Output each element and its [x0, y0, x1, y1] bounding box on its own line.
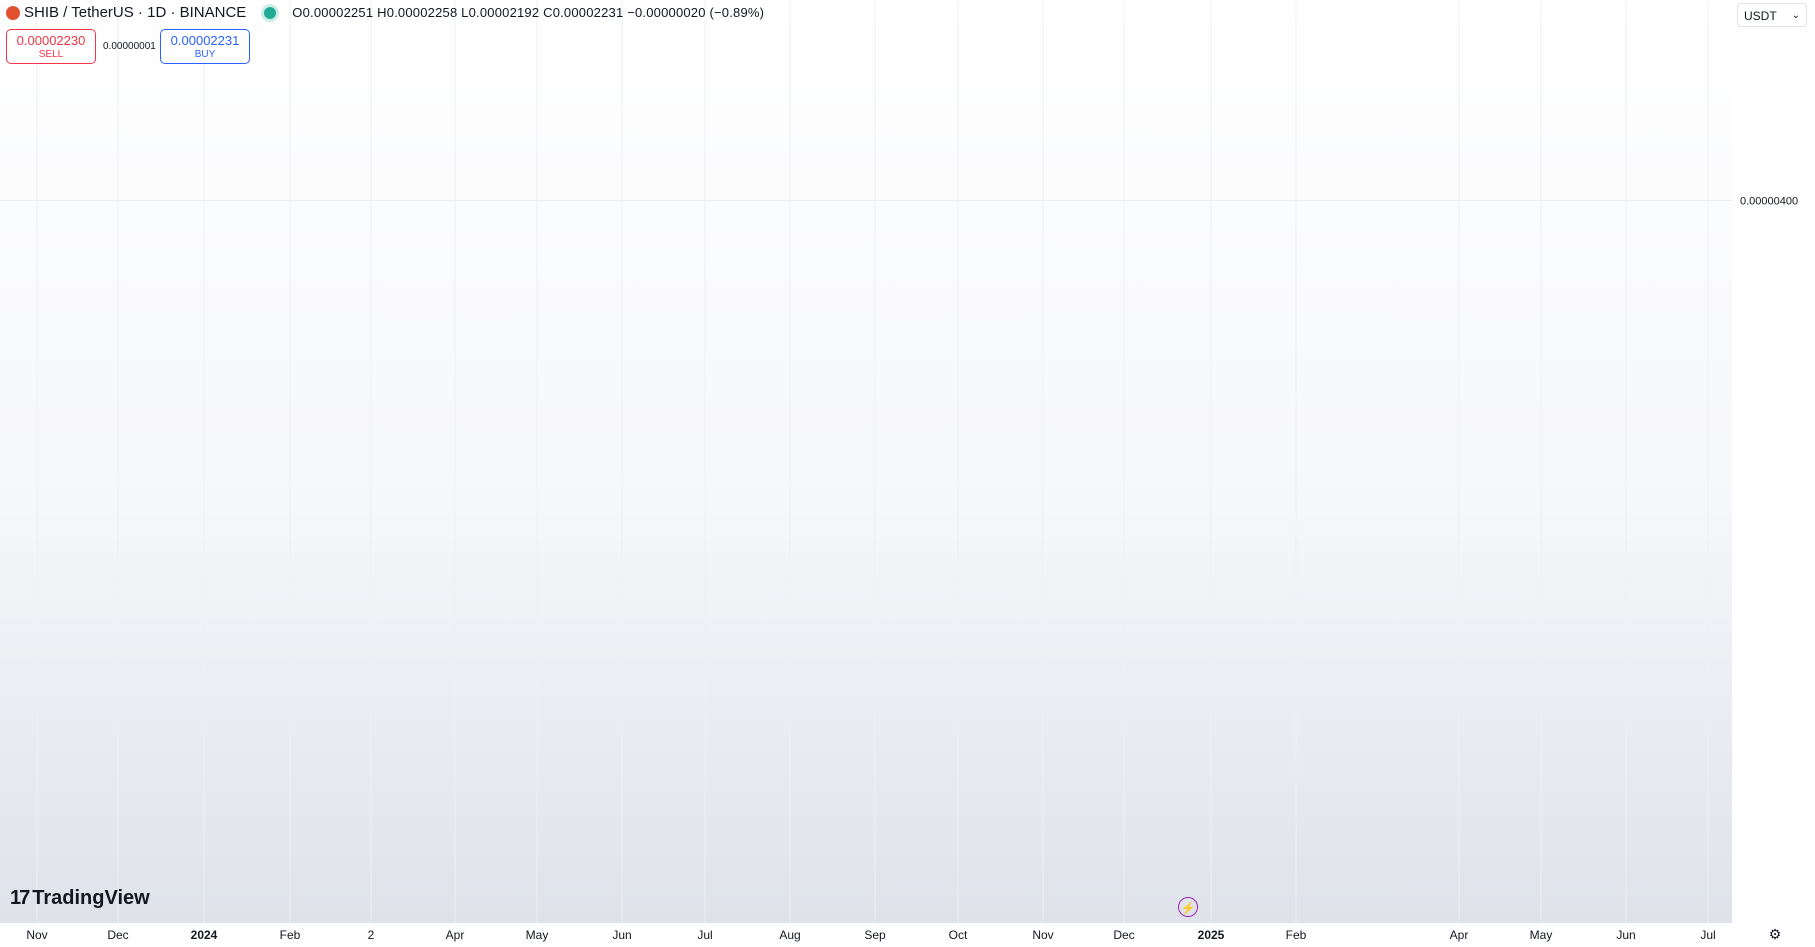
- sell-label: SELL: [38, 49, 64, 60]
- spread-value: 0.00000001: [103, 41, 156, 52]
- time-tick-label: May: [526, 928, 549, 942]
- time-tick-label: May: [1530, 928, 1553, 942]
- time-tick-label: 2025: [1198, 928, 1225, 942]
- time-tick-label: Jul: [1700, 928, 1715, 942]
- shib-logo-icon: [6, 5, 20, 20]
- time-tick-label: Jun: [1616, 928, 1635, 942]
- dropdown-arrow-icon: ⌄: [1791, 10, 1800, 21]
- tradingview-logo-icon: 17: [10, 887, 30, 909]
- flash-icon[interactable]: ⚡: [1178, 897, 1198, 917]
- market-open-icon: [264, 6, 277, 19]
- settings-icon[interactable]: ⚙: [1768, 926, 1782, 942]
- time-tick-label: Nov: [1032, 928, 1053, 942]
- time-tick-label: Nov: [26, 928, 47, 942]
- time-axis-bg: [0, 923, 1732, 947]
- sell-button[interactable]: 0.00002230 SELL: [6, 29, 96, 64]
- time-tick-label: Apr: [446, 928, 465, 942]
- price-axis-bg: [1732, 0, 1815, 947]
- buy-label: BUY: [194, 49, 216, 60]
- symbol-header: SHIB / TetherUS · 1D · BINANCE O0.000022…: [6, 4, 764, 21]
- currency-value: USDT: [1744, 9, 1777, 23]
- currency-select[interactable]: USDT ⌄: [1737, 3, 1807, 27]
- time-tick-label: Feb: [280, 928, 301, 942]
- branding-text: TradingView: [32, 887, 150, 909]
- symbol-title[interactable]: SHIB / TetherUS · 1D · BINANCE: [24, 4, 247, 21]
- time-axis: Nov Dec 2024 Feb 2 Apr May Jun Jul Aug Sep Oct Nov De…: [0, 923, 1732, 947]
- tradingview-logo[interactable]: 17 TradingView: [10, 887, 150, 910]
- time-tick-label: Aug: [779, 928, 800, 942]
- buy-button[interactable]: 0.00002231 BUY: [160, 29, 250, 64]
- time-tick-label: Apr: [1450, 928, 1469, 942]
- time-tick-label: 2024: [191, 928, 218, 942]
- ohlc-values: O0.00002251 H0.00002258 L0.00002192 C0.0…: [292, 5, 765, 20]
- price-tick-label: 0.00000400: [1740, 196, 1798, 208]
- grid: [0, 0, 1732, 923]
- time-tick-label: Sep: [864, 928, 886, 942]
- time-tick-label: Dec: [1113, 928, 1134, 942]
- price-axis: 0.000004000.000006000.000008000.00001000…: [1732, 0, 1815, 947]
- time-tick-label: 2: [368, 928, 375, 942]
- time-tick-label: Jul: [697, 928, 712, 942]
- plot-background: [0, 0, 1732, 923]
- time-tick-label: Dec: [107, 928, 128, 942]
- buy-price: 0.00002231: [170, 33, 240, 48]
- time-tick-label: Feb: [1286, 928, 1307, 942]
- time-tick-label: Jun: [612, 928, 631, 942]
- time-tick-label: Oct: [949, 928, 968, 942]
- sell-price: 0.00002230: [16, 33, 86, 48]
